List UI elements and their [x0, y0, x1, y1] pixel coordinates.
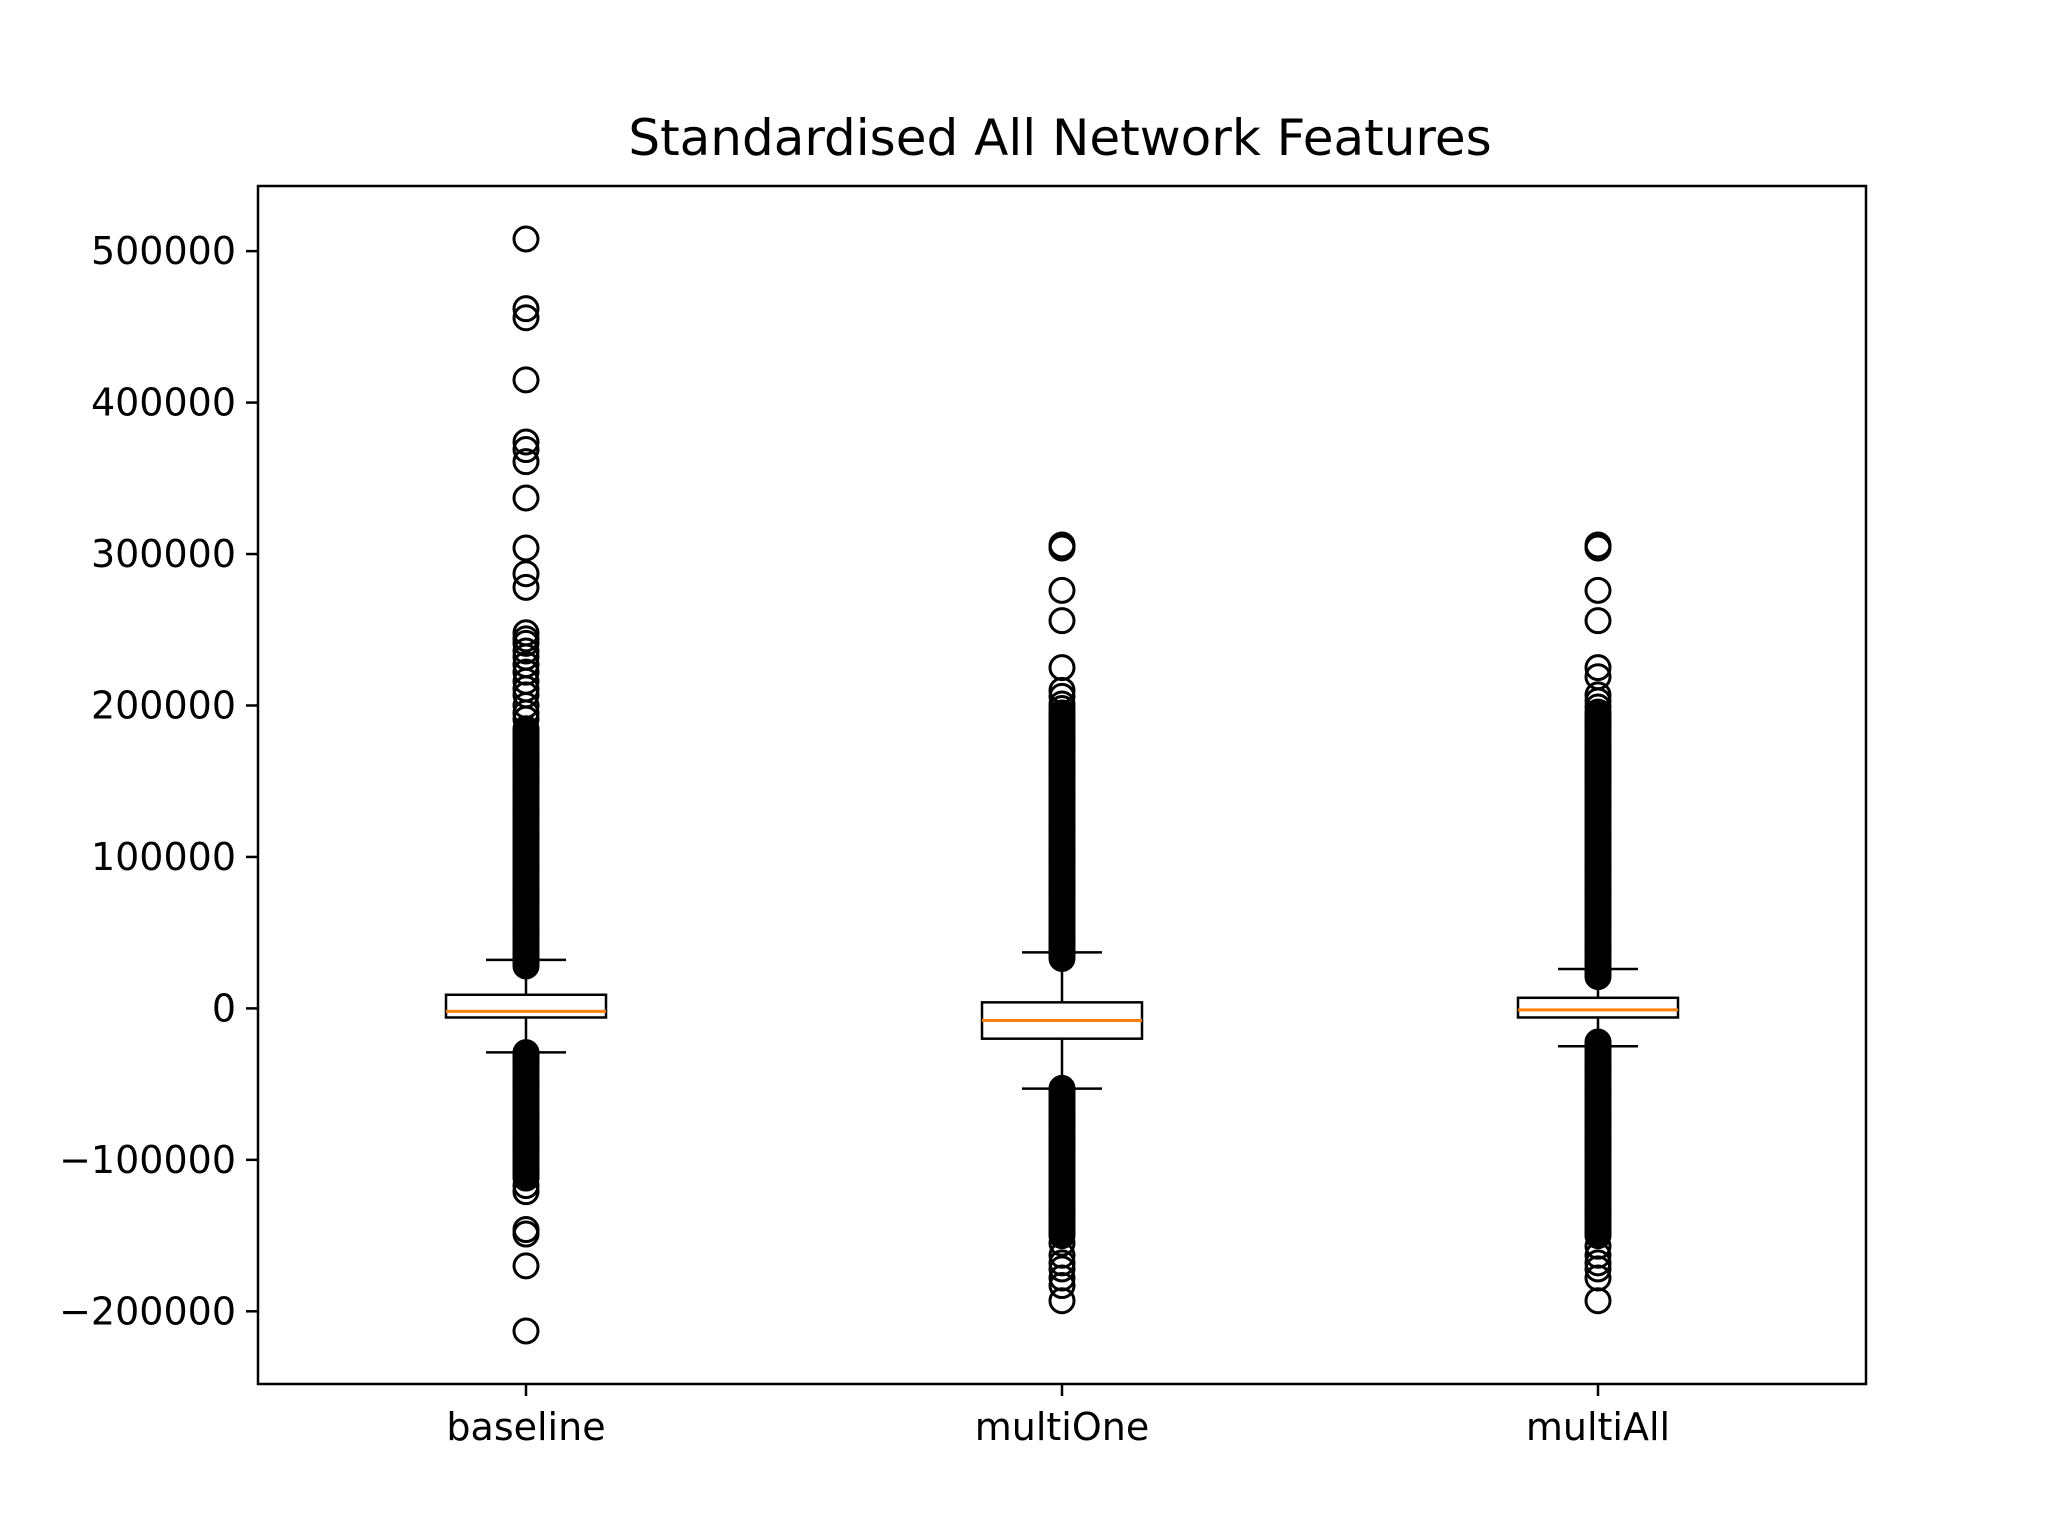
outlier-marker — [512, 560, 540, 588]
outlier-marker — [512, 1317, 540, 1345]
outlier-marker — [512, 691, 540, 719]
iqr-box — [1516, 996, 1680, 1019]
outlier-marker — [1584, 1287, 1612, 1315]
outlier-marker — [1048, 534, 1076, 562]
outlier-marker — [1584, 576, 1612, 604]
outlier-marker — [512, 436, 540, 464]
x-tick-label: multiOne — [975, 1405, 1150, 1449]
outlier-marker — [1048, 1272, 1076, 1300]
outlier-marker — [1584, 693, 1612, 721]
iqr-box — [444, 993, 608, 1019]
outlier-marker — [1048, 607, 1076, 635]
outlier-marker — [512, 573, 540, 601]
y-tick-label: 300000 — [91, 532, 236, 576]
y-tick-label: −200000 — [59, 1289, 236, 1333]
y-axis: 500000 400000 300000 200000 100000 0 −100000 −2… — [59, 229, 258, 1333]
outlier-marker — [1048, 1287, 1076, 1315]
outlier-marker — [512, 1220, 540, 1248]
outlier-marker — [512, 304, 540, 332]
box-group-multiOne — [980, 531, 1144, 1315]
box-group-multiAll — [1516, 531, 1680, 1315]
outlier-marker — [512, 629, 540, 657]
y-tick-label: 100000 — [91, 835, 236, 879]
outlier-marker — [1584, 654, 1612, 682]
outlier-marker — [1048, 1255, 1076, 1283]
box-group-baseline — [444, 225, 608, 1345]
outlier-marker — [1048, 1229, 1076, 1257]
y-tick-label: 400000 — [91, 381, 236, 425]
outlier-marker — [512, 428, 540, 456]
outlier-marker — [1048, 695, 1076, 723]
outlier-marker — [512, 448, 540, 476]
outlier-marker — [512, 225, 540, 253]
x-tick-label: multiAll — [1526, 1405, 1670, 1449]
y-tick-label: 0 — [212, 986, 236, 1030]
outlier-marker — [1584, 534, 1612, 562]
outlier-marker — [512, 705, 540, 733]
plot-frame — [256, 184, 1868, 1386]
outlier-marker — [1584, 1255, 1612, 1283]
plot-content — [444, 225, 1680, 1345]
x-axis: baseline multiOne multiAll — [446, 1384, 1670, 1449]
chart-title: Standardised All Network Features — [628, 109, 1491, 167]
outlier-marker — [1048, 682, 1076, 710]
y-tick-label: 200000 — [91, 683, 236, 727]
x-tick-label: baseline — [446, 1405, 605, 1449]
y-tick-label: −100000 — [59, 1138, 236, 1182]
outlier-marker — [1584, 607, 1612, 635]
outlier-marker — [512, 295, 540, 323]
outlier-marker — [1048, 576, 1076, 604]
y-tick-label: 500000 — [91, 229, 236, 273]
outlier-marker — [512, 1178, 540, 1206]
outlier-marker — [512, 534, 540, 562]
outlier-marker — [512, 484, 540, 512]
outlier-marker — [512, 1252, 540, 1280]
outlier-marker — [512, 366, 540, 394]
